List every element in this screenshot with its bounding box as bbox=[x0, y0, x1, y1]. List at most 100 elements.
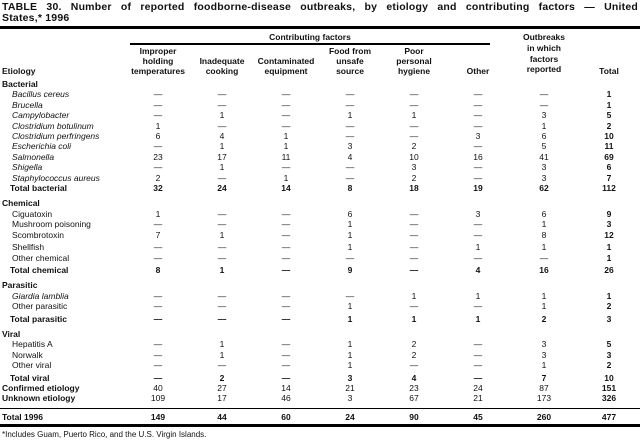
contributing-factors-group-header: Contributing factors bbox=[130, 32, 490, 45]
cell-value: — bbox=[281, 372, 291, 383]
cell-value: 2 bbox=[411, 172, 417, 183]
row-label: Hepatitis A bbox=[12, 339, 53, 350]
cell-value: 4 bbox=[475, 264, 481, 275]
cell-value: — bbox=[473, 120, 483, 131]
cell-value: 109 bbox=[150, 393, 166, 404]
row-label: Brucella bbox=[12, 99, 43, 110]
table-row: Clostridium botulinum 1 — — — — — 1 2 bbox=[0, 121, 640, 131]
cell-value: 11 bbox=[281, 151, 291, 162]
cell-value: 17 bbox=[217, 151, 227, 162]
cell-total: 5 bbox=[606, 339, 612, 350]
column-header-inadequate-cooking: Inadequate cooking bbox=[199, 56, 245, 76]
table-title-line1: TABLE 30. Number of reported foodborne-d… bbox=[2, 1, 638, 13]
table-row: Staphylococcus aureus 2 — 1 — 2 — 3 7 bbox=[0, 173, 640, 183]
cell-value: 23 bbox=[409, 382, 419, 393]
cell-value: — bbox=[281, 339, 291, 350]
cell-value: — bbox=[409, 264, 419, 275]
cell-value: 1 bbox=[541, 120, 547, 131]
column-header-other: Other bbox=[466, 66, 490, 76]
row-label: Shigella bbox=[12, 162, 43, 173]
cell-value: 5 bbox=[541, 141, 547, 152]
cell-value: 1 bbox=[347, 242, 353, 253]
row-label: Total chemical bbox=[10, 264, 69, 275]
cell-value: — bbox=[217, 290, 227, 301]
cell-total: 2 bbox=[606, 360, 612, 371]
cell-value: 32 bbox=[153, 183, 163, 194]
cell-total: 9 bbox=[606, 208, 612, 219]
cell-value: 2 bbox=[411, 349, 417, 360]
cell-value: — bbox=[153, 242, 163, 253]
cell-value: — bbox=[473, 360, 483, 371]
cell-value: 1 bbox=[155, 208, 161, 219]
cell-value: — bbox=[473, 141, 483, 152]
cell-total: 2 bbox=[606, 301, 612, 312]
cell-total: 1 bbox=[606, 290, 612, 301]
table-row: Shigella — 1 — — 3 — 3 6 bbox=[0, 162, 640, 172]
row-label: Total viral bbox=[10, 372, 50, 383]
cell-value: — bbox=[153, 252, 163, 263]
cell-value: 19 bbox=[473, 183, 483, 194]
cell-value: — bbox=[539, 99, 549, 110]
cell-value: — bbox=[473, 162, 483, 173]
cell-value: — bbox=[153, 99, 163, 110]
row-label: Staphylococcus aureus bbox=[12, 172, 100, 183]
column-header-outbreaks-reported: Outbreaks in which factors reported bbox=[522, 32, 566, 75]
cell-value: — bbox=[281, 360, 291, 371]
cell-value: — bbox=[409, 301, 419, 312]
row-label: Other chemical bbox=[12, 252, 70, 263]
cell-total: 7 bbox=[606, 172, 612, 183]
cell-value: 3 bbox=[541, 339, 547, 350]
cell-value: 2 bbox=[541, 313, 547, 324]
table-row: Bacterial bbox=[0, 79, 640, 89]
etiology-column-header: Etiology bbox=[2, 66, 36, 76]
cell-value: — bbox=[539, 252, 549, 263]
cell-value: 3 bbox=[411, 162, 417, 173]
cell-value: 1 bbox=[219, 141, 225, 152]
cell-total: 151 bbox=[601, 382, 617, 393]
cell-value: 1 bbox=[541, 301, 547, 312]
cell-value: 1 bbox=[475, 242, 481, 253]
cell-value: — bbox=[409, 99, 419, 110]
table-row: Total bacterial 32 24 14 8 18 19 62 112 bbox=[0, 183, 640, 193]
cell-total: 3 bbox=[606, 349, 612, 360]
cell-value: 3 bbox=[541, 349, 547, 360]
cell-total: 1 bbox=[606, 99, 612, 110]
cell-value: 1 bbox=[347, 349, 353, 360]
cell-value: 1 bbox=[347, 229, 353, 240]
row-label: Confirmed etiology bbox=[2, 382, 80, 393]
cell-value: 45 bbox=[473, 411, 483, 422]
table-row: Clostridium perfringens 6 4 1 — — 3 6 10 bbox=[0, 131, 640, 141]
cell-value: 173 bbox=[536, 393, 552, 404]
cell-value: — bbox=[217, 313, 227, 324]
row-label: Viral bbox=[2, 328, 21, 339]
table-row: Other parasitic — — — 1 — — 1 2 bbox=[0, 301, 640, 311]
cell-value: — bbox=[473, 99, 483, 110]
cell-value: — bbox=[281, 162, 291, 173]
cell-total: 112 bbox=[602, 183, 616, 194]
row-label: Clostridium botulinum bbox=[12, 120, 94, 131]
table-row: Giardia lamblia — — — — 1 1 1 1 bbox=[0, 291, 640, 301]
cell-value: 14 bbox=[281, 183, 291, 194]
cell-value: 44 bbox=[217, 411, 227, 422]
cell-value: 46 bbox=[281, 393, 291, 404]
table-row: Total chemical 8 1 — 9 — 4 16 26 bbox=[0, 265, 640, 275]
cell-value: — bbox=[153, 301, 163, 312]
column-header-contaminated-equipment: Contaminated equipment bbox=[257, 56, 315, 76]
cell-value: 3 bbox=[541, 162, 547, 173]
cell-value: 27 bbox=[217, 382, 227, 393]
cell-value: — bbox=[409, 242, 419, 253]
cell-value: — bbox=[217, 120, 227, 131]
cell-value: — bbox=[281, 229, 291, 240]
cell-value: 24 bbox=[345, 411, 355, 422]
table-row: Salmonella 23 17 11 4 10 16 41 69 bbox=[0, 152, 640, 162]
cell-value: 2 bbox=[411, 141, 417, 152]
table-title-line2: States,* 1996 bbox=[2, 12, 70, 24]
cell-value: 41 bbox=[539, 151, 549, 162]
cell-value: 24 bbox=[217, 183, 227, 194]
table-row: Total viral — 2 — 3 4 — 7 10 bbox=[0, 373, 640, 383]
cell-total: 1 bbox=[606, 252, 612, 263]
cell-value: 3 bbox=[347, 372, 353, 383]
cell-value: 1 bbox=[411, 313, 417, 324]
cell-value: 14 bbox=[281, 382, 291, 393]
